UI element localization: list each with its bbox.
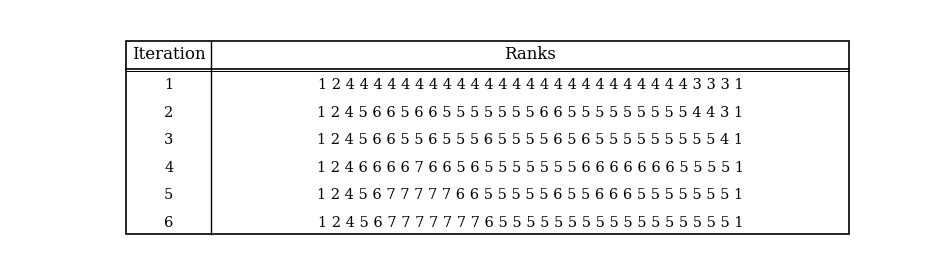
Text: 4: 4: [164, 160, 173, 175]
Text: 1 2 4 5 6 6 5 6 6 5 5 5 5 5 5 5 6 6 5 5 5 5 5 5 5 5 5 4 4 3 1: 1 2 4 5 6 6 5 6 6 5 5 5 5 5 5 5 6 6 5 5 …: [317, 106, 744, 120]
Text: 1 2 4 5 6 7 7 7 7 7 7 7 6 5 5 5 5 5 5 5 5 5 5 5 5 5 5 5 5 5 1: 1 2 4 5 6 7 7 7 7 7 7 7 6 5 5 5 5 5 5 5 …: [318, 216, 744, 230]
Text: 1 2 4 4 4 4 4 4 4 4 4 4 4 4 4 4 4 4 4 4 4 4 4 4 4 4 4 3 3 3 1: 1 2 4 4 4 4 4 4 4 4 4 4 4 4 4 4 4 4 4 4 …: [318, 78, 744, 92]
Text: 2: 2: [164, 106, 173, 120]
Text: Ranks: Ranks: [505, 46, 556, 63]
Text: 6: 6: [164, 216, 173, 230]
Text: 3: 3: [164, 133, 173, 147]
Text: 1 2 4 5 6 7 7 7 7 7 6 6 5 5 5 5 5 6 5 5 6 6 6 5 5 5 5 5 5 5 1: 1 2 4 5 6 7 7 7 7 7 6 6 5 5 5 5 5 6 5 5 …: [317, 188, 744, 202]
Text: 5: 5: [164, 188, 173, 202]
Text: 1 2 4 6 6 6 6 7 6 6 5 6 5 5 5 5 5 5 5 6 6 6 6 6 6 6 5 5 5 5 1: 1 2 4 6 6 6 6 7 6 6 5 6 5 5 5 5 5 5 5 6 …: [317, 160, 744, 175]
Text: 1 2 4 5 6 6 5 5 6 5 5 5 6 5 5 5 5 6 5 6 5 5 5 5 5 5 5 5 5 4 1: 1 2 4 5 6 6 5 5 6 5 5 5 6 5 5 5 5 6 5 6 …: [317, 133, 744, 147]
Text: 1: 1: [165, 78, 173, 92]
Text: Iteration: Iteration: [132, 46, 206, 63]
